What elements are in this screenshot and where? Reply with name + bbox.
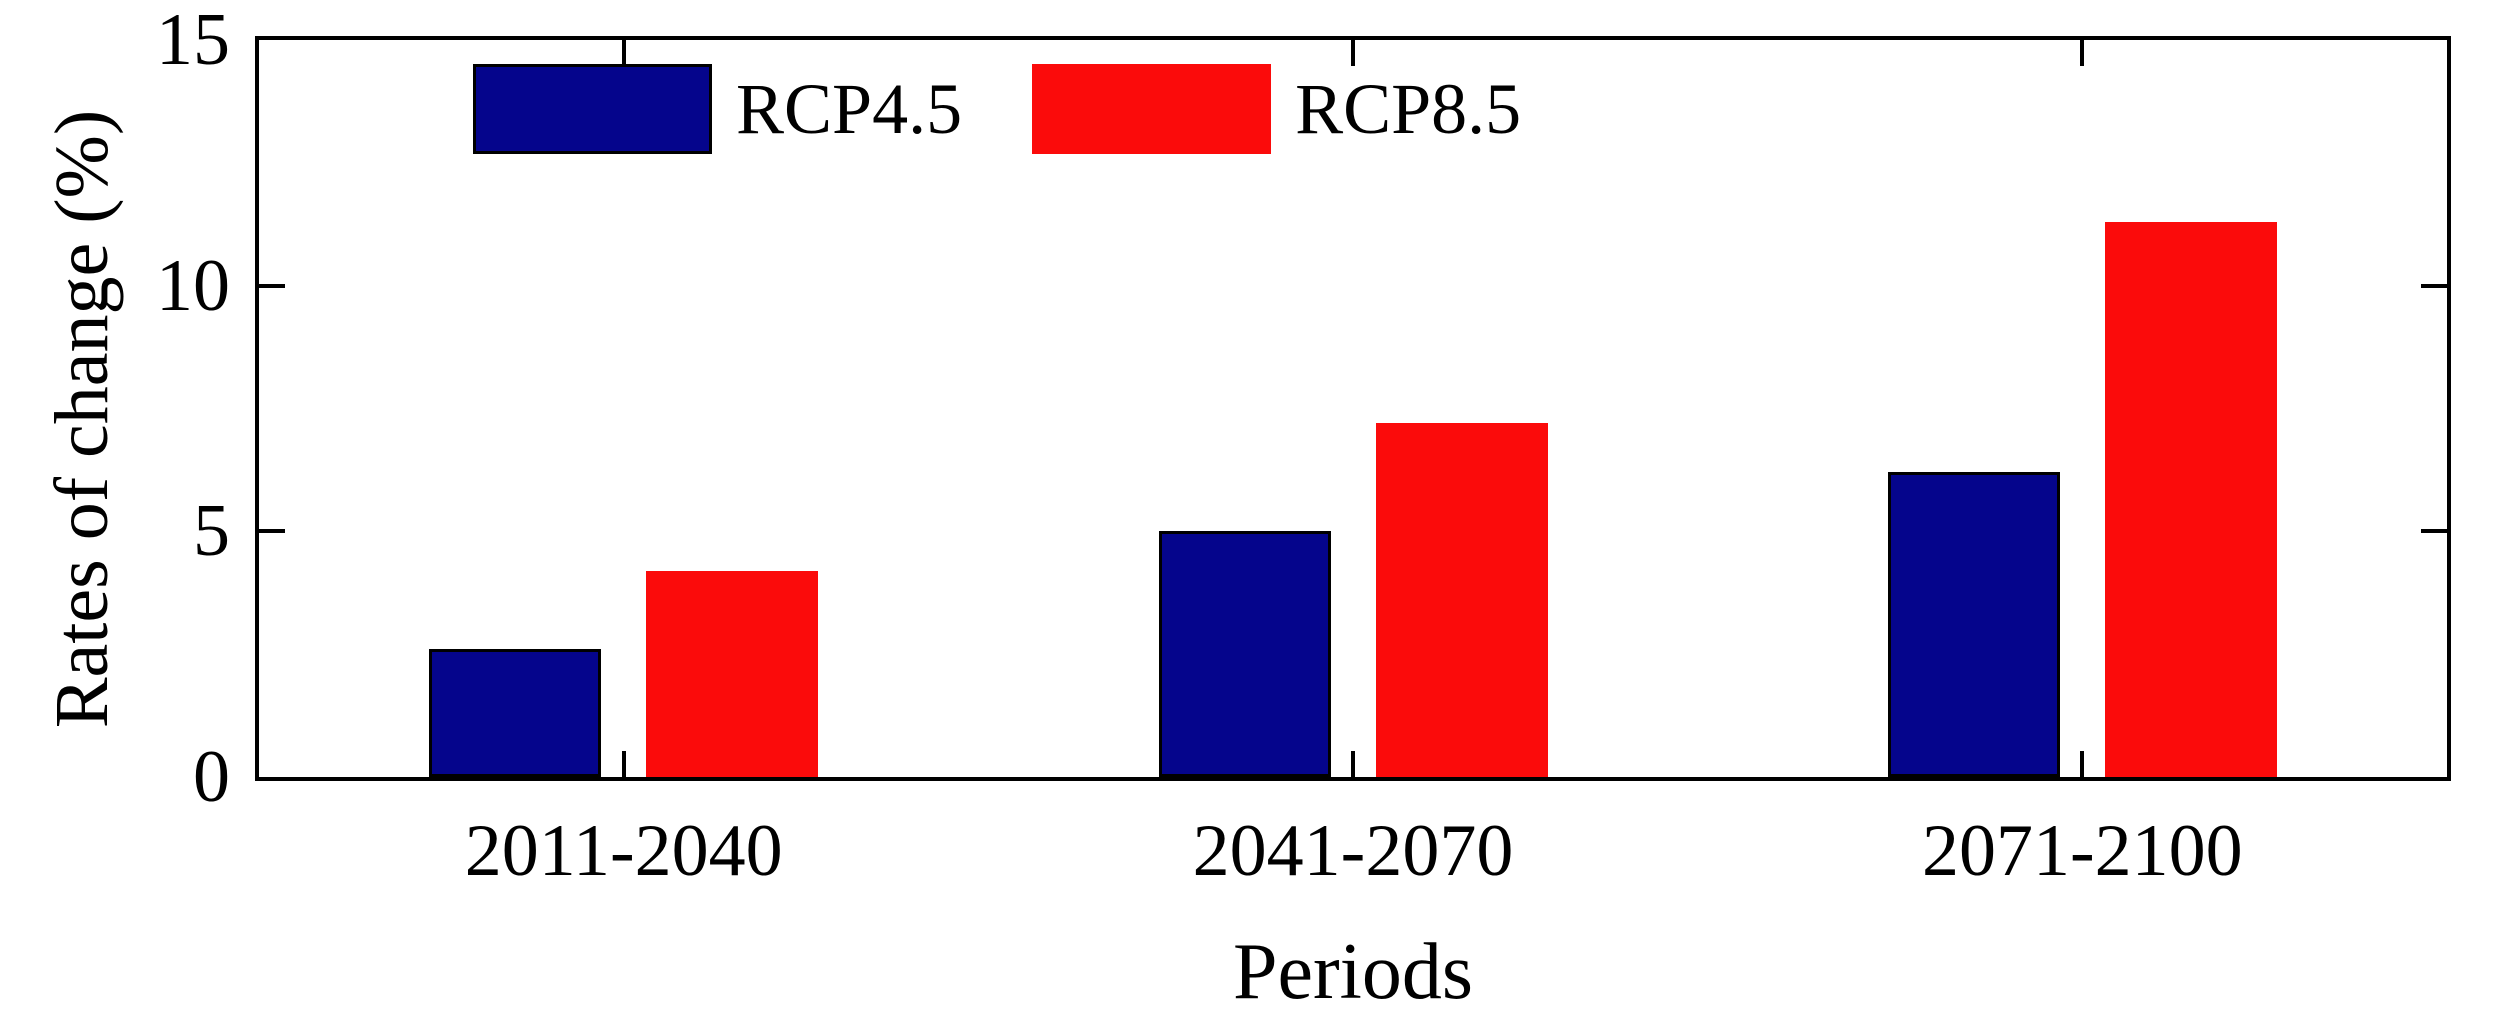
x-tick-mark (1351, 751, 1355, 777)
y-axis-label: Rates of change (%) (40, 109, 124, 729)
x-tick-mark (621, 40, 626, 66)
y-tick-mark (259, 283, 285, 288)
bar-rcp85-2071-2100 (2104, 222, 2277, 777)
bar-rcp45-2011-2040 (429, 649, 602, 777)
bar-rcp45-2071-2100 (1887, 472, 2060, 777)
y-tick-label: 0 (193, 736, 230, 818)
x-tick-mark (2080, 751, 2085, 777)
plot-area: RCP4.5 RCP8.5 (255, 36, 2451, 781)
legend-swatch-rcp45 (473, 64, 712, 154)
x-tick-label: 2041-2070 (1192, 810, 1514, 892)
bar-rcp45-2041-2070 (1158, 531, 1331, 777)
bar-rcp85-2041-2070 (1375, 423, 1548, 777)
x-tick-label: 2071-2100 (1922, 810, 2243, 892)
y-tick-label: 5 (193, 490, 230, 573)
legend-swatch-rcp85 (1032, 64, 1272, 154)
bar-rcp85-2011-2040 (646, 571, 819, 777)
y-tick-mark (259, 529, 285, 534)
y-tick-label: 15 (156, 0, 230, 81)
x-tick-mark (621, 751, 626, 777)
legend: RCP4.5 RCP8.5 (473, 64, 1567, 154)
legend-label: RCP4.5 (736, 69, 963, 149)
x-tick-mark (2080, 40, 2085, 66)
legend-label: RCP8.5 (1295, 69, 1522, 149)
y-tick-mark (2421, 283, 2447, 288)
y-tick-label: 10 (156, 244, 230, 327)
x-axis-label: Periods (1233, 928, 1473, 1016)
x-tick-mark (1351, 40, 1355, 66)
y-tick-mark (2421, 529, 2447, 534)
x-tick-label: 2011-2040 (464, 810, 783, 892)
